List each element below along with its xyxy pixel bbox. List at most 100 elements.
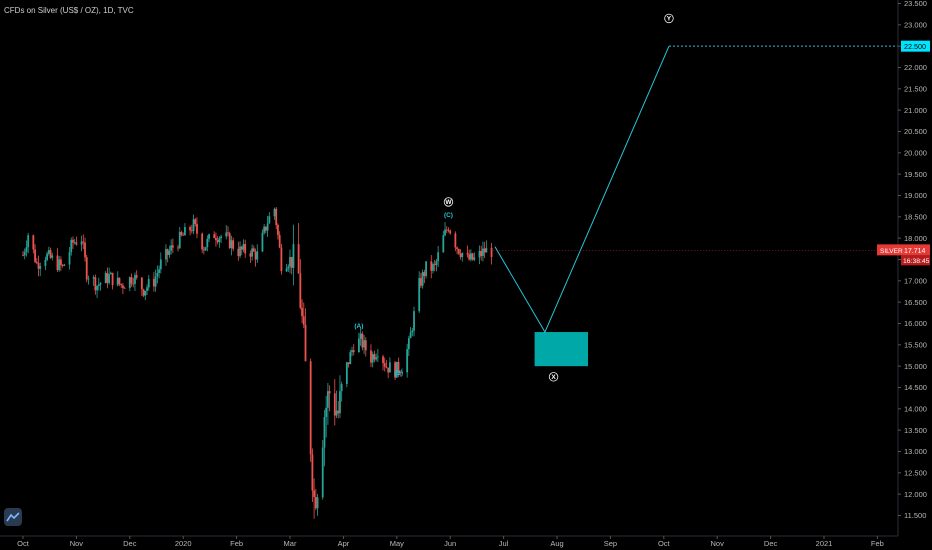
candle [275,206,278,230]
last-price-badge [877,244,930,256]
y-tick-label: 12.500 [904,468,927,477]
x-tick-label: 2021 [816,539,833,548]
y-tick-label: 18.000 [904,234,927,243]
candle [37,255,40,277]
candle [326,382,329,425]
candle [435,258,438,272]
candle [358,332,360,353]
y-tick-label: 20.500 [904,127,927,136]
candle [204,246,207,251]
x-axis[interactable]: Oct Nov Dec 2020 Feb Mar Apr May Jun Jul Aug Sep Oct… [0,535,898,548]
candle [109,271,112,275]
candle [251,244,254,261]
candle-body [196,223,198,234]
candle-body [444,229,446,236]
y-axis[interactable]: 11.500 12.000 12.500 13.000 13.500 14.000 14.5… [897,0,927,536]
candle [337,400,340,419]
candle-body [208,234,210,239]
y-tick-label: 21.000 [904,106,927,115]
candle [190,224,193,234]
candle-body [413,311,415,331]
candle-body [225,232,228,237]
candle [449,229,452,235]
candle [123,286,126,289]
candle [285,263,288,272]
candle [485,240,488,253]
x-tick-label: Feb [230,539,243,548]
candle [411,327,414,337]
x-tick-label: Mar [284,539,297,548]
candle-body [254,251,257,260]
candle-body [156,272,159,277]
candle-body [87,278,90,280]
candle [375,353,378,362]
candle [140,277,143,297]
candle-body [409,332,412,339]
candle [389,357,391,373]
candle-body [397,361,400,373]
candle-body [190,230,193,232]
candle-body [159,259,162,270]
y-tick-label: 21.500 [904,84,927,93]
candle-body [314,496,317,509]
candle [122,283,124,294]
candle-body [227,232,229,234]
candle [349,349,352,365]
candle [309,358,312,462]
candle-body [301,307,303,317]
candle-body [37,262,40,269]
candle [302,302,305,329]
candle-body [49,250,52,258]
candle-body [97,284,100,286]
candle-body [352,350,355,353]
candle-body [220,236,222,239]
candle-body [456,247,458,250]
candle [99,282,102,291]
wave-labels: (A) (B) (C) W X Y [354,13,674,382]
candle-body [364,340,367,351]
candle-body [430,261,433,271]
tradingview-logo-icon[interactable] [4,508,22,526]
candle-body [251,248,254,257]
candle-body [454,233,457,248]
candle-body [370,350,372,363]
wave-projection [494,45,898,367]
candle-body [394,362,396,378]
candle-body [261,232,264,252]
candle [314,488,317,511]
candle-body [423,272,426,277]
candle-body [158,269,160,273]
candle-body [84,242,86,258]
y-tick-label: 12.000 [904,490,927,499]
candle [325,395,328,438]
candle [96,285,98,298]
candle-body [32,235,35,250]
candle [287,264,290,272]
candle [340,381,343,402]
candle-body [206,238,209,248]
candle-body [180,232,183,235]
candle [73,238,76,245]
candle [328,385,331,412]
candle-body [35,261,38,263]
candle-body [215,238,217,241]
candle-body [328,391,331,394]
candle-body [96,285,98,291]
candle-body [237,248,240,257]
candle-body [144,290,147,296]
candle [232,237,235,252]
candle-body [216,240,219,243]
candle-body [435,261,438,265]
y-tick-label: 14.500 [904,383,927,392]
candle [116,271,119,287]
candle-body [109,272,112,275]
candle [227,226,229,237]
candle [168,245,171,258]
candle-body [285,268,288,272]
candle-body [292,244,295,268]
candle [228,231,231,250]
candle-body [421,272,424,286]
candle [480,245,483,261]
candle [437,245,440,267]
